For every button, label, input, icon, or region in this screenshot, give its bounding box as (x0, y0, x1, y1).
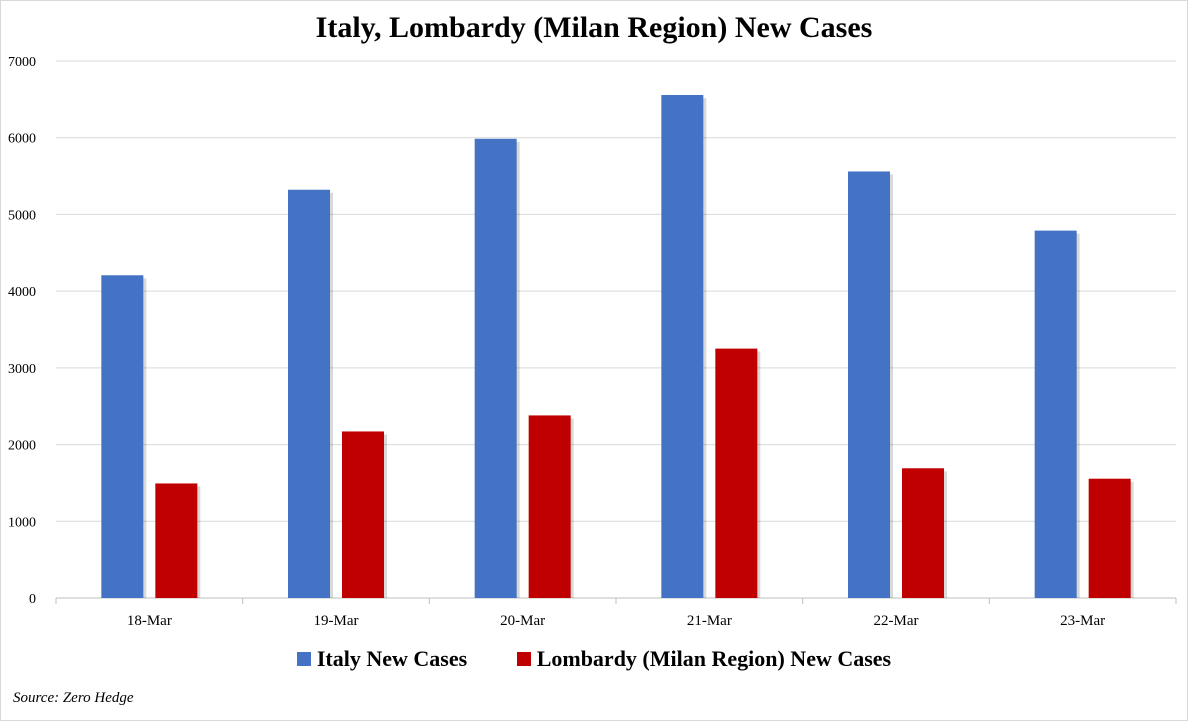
legend-swatch-lombardy (516, 652, 531, 666)
y-tick-label: 5000 (8, 208, 36, 223)
x-tick-label: 19-Mar (314, 613, 359, 629)
x-tick-label: 21-Mar (687, 613, 732, 629)
bar-italy (848, 171, 890, 598)
bar-italy (101, 275, 144, 598)
bar-lombardy (528, 415, 571, 598)
bar-lombardy (155, 483, 198, 598)
y-tick-label: 2000 (8, 439, 36, 454)
bar-italy (474, 138, 517, 599)
x-tick-label: 20-Mar (500, 613, 545, 629)
bar-italy (1034, 230, 1077, 598)
legend-label-italy: Italy New Cases (316, 646, 468, 671)
y-tick-label: 3000 (8, 362, 36, 377)
y-tick-label: 0 (29, 592, 36, 607)
bar-lombardy (1088, 478, 1131, 598)
y-tick-label: 7000 (8, 55, 36, 70)
legend-item-italy: Italy New Cases (296, 646, 468, 672)
legend-label-lombardy: Lombardy (Milan Region) New Cases (536, 646, 892, 671)
bar-italy (288, 189, 330, 599)
y-tick-label: 6000 (8, 132, 36, 147)
bar-lombardy (902, 468, 944, 598)
bar-italy (661, 94, 704, 598)
source-note: Source: Zero Hedge (13, 690, 134, 706)
bar-lombardy (715, 348, 758, 598)
bar-lombardy (342, 431, 384, 598)
y-tick-label: 1000 (8, 515, 36, 530)
y-tick-label: 4000 (8, 285, 36, 300)
x-tick-label: 23-Mar (1060, 613, 1105, 629)
x-tick-label: 22-Mar (874, 613, 919, 629)
chart-title: Italy, Lombardy (Milan Region) New Cases (315, 11, 873, 44)
legend-swatch-italy (296, 652, 311, 666)
legend: Italy New Cases Lombardy (Milan Region) … (1, 646, 1187, 672)
x-tick-label: 18-Mar (127, 613, 172, 629)
legend-item-lombardy: Lombardy (Milan Region) New Cases (516, 646, 892, 672)
